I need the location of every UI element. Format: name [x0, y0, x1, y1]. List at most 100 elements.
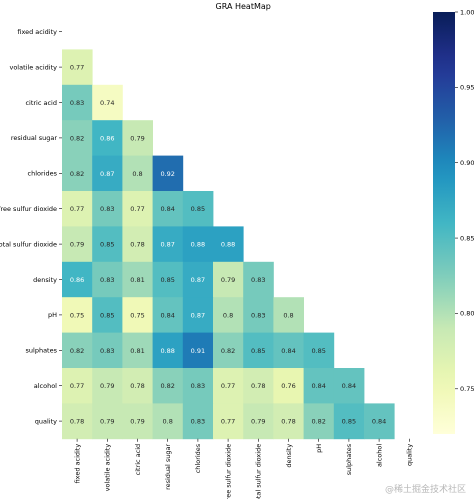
y-tick-label: citric acid	[25, 99, 57, 107]
cell-value-label: 0.91	[191, 347, 205, 355]
cell-value-label: 0.78	[130, 241, 144, 249]
heatmap-cell	[182, 226, 214, 263]
cell-value-label: 0.79	[100, 418, 114, 426]
heatmap-cell	[122, 297, 153, 333]
cell-value-label: 0.85	[191, 205, 205, 213]
x-tick-label: density	[285, 444, 293, 468]
x-tick-label: free sulfur dioxide	[224, 444, 232, 499]
heatmap-cell	[243, 297, 274, 333]
cell-value-label: 0.87	[160, 241, 174, 249]
heatmap-cell	[243, 368, 274, 404]
heatmap-cell	[182, 368, 214, 404]
heatmap-cell	[273, 403, 304, 440]
heatmap-cell	[303, 332, 335, 369]
cell-value-label: 0.83	[70, 99, 84, 107]
y-tick-label: pH	[48, 311, 57, 319]
cell-value-label: 0.86	[100, 134, 114, 142]
y-tick-label: quality	[35, 417, 57, 425]
cell-value-label: 0.87	[100, 170, 114, 178]
heatmap-cell	[213, 261, 244, 298]
heatmap-cell	[122, 332, 153, 369]
y-tick-label: density	[33, 276, 57, 284]
chart-title: GRA HeatMap	[216, 2, 271, 11]
heatmap-cell	[213, 332, 244, 369]
cell-value-label: 0.87	[191, 276, 205, 284]
heatmap-cell	[182, 297, 214, 333]
y-tick-label: residual sugar	[11, 134, 57, 142]
x-tick-label: fixed acidity	[73, 444, 81, 484]
cell-value-label: 0.77	[130, 205, 144, 213]
heatmap-cell	[62, 261, 93, 298]
cell-value-label: 0.88	[191, 241, 205, 249]
y-tick-label: sulphates	[26, 347, 58, 355]
colorbar-tick-label: 0.80	[460, 310, 474, 318]
x-tick-label: total sulfur dioxide	[255, 444, 263, 499]
cell-value-label: 0.87	[191, 311, 205, 319]
cell-value-label: 0.82	[70, 170, 84, 178]
heatmap-cell	[273, 332, 304, 369]
heatmap-cell	[333, 403, 365, 440]
heatmap-cell	[182, 191, 214, 227]
cell-value-label: 0.77	[221, 418, 235, 426]
heatmap-cell	[152, 332, 184, 369]
cell-value-label: 0.77	[70, 64, 84, 72]
heatmap-cell	[92, 84, 123, 121]
y-tick-label: total sulfur dioxide	[0, 240, 57, 248]
heatmap-cell	[152, 191, 184, 227]
cell-value-label: 0.85	[100, 311, 114, 319]
y-tick-label: chlorides	[28, 170, 58, 178]
cell-value-label: 0.79	[70, 241, 84, 249]
cell-value-label: 0.81	[130, 347, 144, 355]
heatmap-cell	[152, 403, 184, 440]
cell-value-label: 0.83	[251, 276, 265, 284]
cell-value-label: 0.84	[160, 311, 174, 319]
cell-value-label: 0.85	[100, 241, 114, 249]
heatmap-cell	[213, 403, 244, 440]
heatmap-cell	[303, 368, 335, 404]
heatmap-cell	[182, 261, 214, 298]
cell-value-label: 0.75	[70, 311, 84, 319]
cell-value-label: 0.88	[160, 347, 174, 355]
y-tick-label: volatile acidity	[9, 63, 57, 71]
cell-value-label: 0.85	[311, 347, 325, 355]
heatmap-cell	[62, 49, 93, 86]
cell-value-label: 0.83	[251, 311, 265, 319]
heatmap-cell	[122, 261, 153, 298]
y-tick-label: fixed acidity	[17, 28, 57, 36]
heatmap-cell	[152, 155, 184, 192]
colorbar-tick-label: 0.95	[460, 84, 474, 92]
cell-value-label: 0.79	[221, 276, 235, 284]
x-tick-label: quality	[406, 444, 414, 466]
heatmap-cell	[243, 403, 274, 440]
cell-value-label: 0.76	[281, 382, 295, 390]
heatmap-cell	[152, 297, 184, 333]
cell-value-label: 0.82	[160, 382, 174, 390]
x-tick-label: alcohol	[375, 444, 383, 467]
heatmap-cell	[62, 332, 93, 369]
heatmap-cell	[273, 368, 304, 404]
cell-value-label: 0.83	[100, 276, 114, 284]
watermark: @稀土掘金技术社区	[384, 485, 466, 495]
heatmap-cell	[243, 332, 274, 369]
cell-value-label: 0.79	[130, 418, 144, 426]
cell-value-label: 0.8	[163, 418, 173, 426]
heatmap-cell	[182, 403, 214, 440]
heatmap-cell	[152, 261, 184, 298]
x-tick-label: pH	[315, 444, 323, 453]
heatmap-cell	[364, 403, 395, 440]
y-tick-label: alcohol	[34, 382, 57, 390]
cell-value-label: 0.8	[223, 311, 233, 319]
colorbar	[433, 12, 455, 434]
heatmap-cell	[273, 297, 304, 333]
cell-value-label: 0.79	[251, 418, 265, 426]
heatmap-cell	[62, 155, 93, 192]
heatmap-cell	[122, 120, 153, 156]
cell-value-label: 0.78	[281, 418, 295, 426]
heatmap-cell	[62, 120, 93, 156]
colorbar-tick-label: 0.85	[460, 234, 474, 242]
cell-value-label: 0.84	[311, 382, 325, 390]
heatmap-cell	[333, 368, 365, 404]
colorbar-tick-label: 0.75	[460, 385, 474, 393]
